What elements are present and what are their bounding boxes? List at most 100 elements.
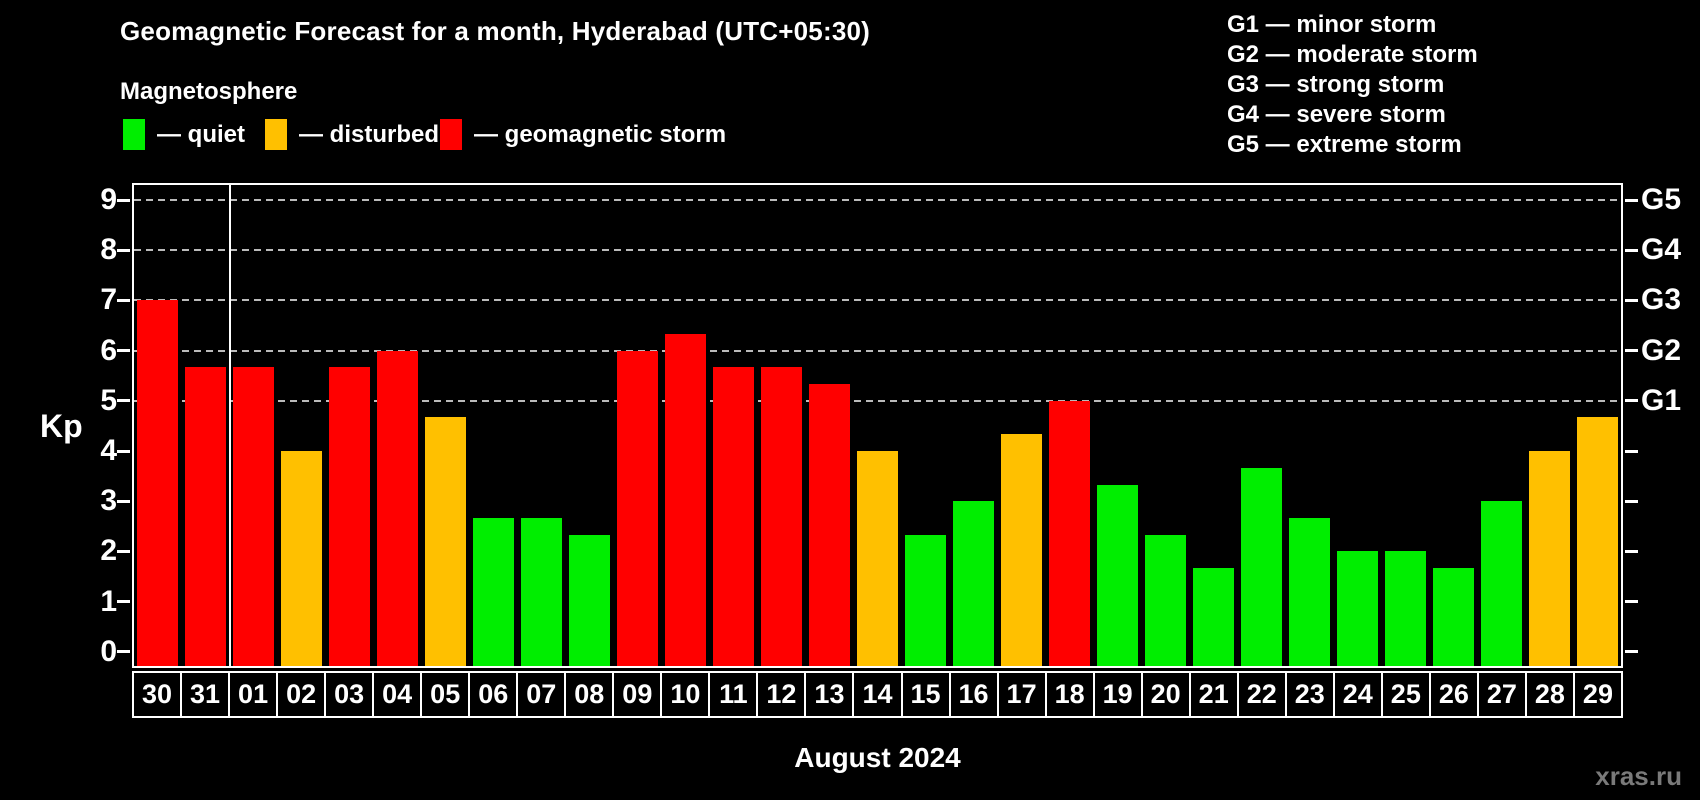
kp-bar-day-30 xyxy=(137,300,179,666)
plot-area xyxy=(117,183,1638,668)
day-label-21: 21 xyxy=(1188,671,1239,718)
day-label-11: 11 xyxy=(708,671,759,718)
kp-bar-day-04 xyxy=(377,350,419,666)
g-axis-label-g2: G2 xyxy=(1641,333,1682,367)
day-label-22: 22 xyxy=(1236,671,1287,718)
day-label-24: 24 xyxy=(1332,671,1383,718)
y-tick-label-7: 7 xyxy=(100,283,117,317)
gridline-kp-9 xyxy=(134,199,1621,201)
legend-item-disturbed: — disturbed xyxy=(265,119,439,150)
kp-bar-day-27 xyxy=(1480,501,1522,666)
kp-bar-day-10 xyxy=(665,334,707,666)
g-legend-line-g4: G4 — severe storm xyxy=(1227,101,1446,128)
day-label-28: 28 xyxy=(1524,671,1575,718)
kp-bar-day-01 xyxy=(233,367,275,666)
y-tick-label-0: 0 xyxy=(100,634,117,668)
day-label-25: 25 xyxy=(1380,671,1431,718)
day-label-15: 15 xyxy=(900,671,951,718)
legend-item-quiet: — quiet xyxy=(123,119,245,150)
day-label-31: 31 xyxy=(180,671,231,718)
kp-bar-day-26 xyxy=(1432,567,1474,666)
kp-bar-day-17 xyxy=(1000,434,1042,666)
day-label-17: 17 xyxy=(996,671,1047,718)
kp-bar-day-25 xyxy=(1384,551,1426,666)
kp-bar-day-06 xyxy=(473,517,515,666)
kp-bar-day-29 xyxy=(1576,417,1618,666)
y-tick-label-4: 4 xyxy=(100,434,117,467)
legend-item-storm: — geomagnetic storm xyxy=(440,119,726,150)
day-label-18: 18 xyxy=(1044,671,1095,718)
y-tick-label-8: 8 xyxy=(100,233,117,267)
g-scale-legend: G1 — minor storm G2 — moderate storm G3 — … xyxy=(1227,10,1478,160)
kp-bar-day-13 xyxy=(809,384,851,666)
right-axis-tick-kp-9 xyxy=(1625,198,1638,202)
kp-bar-day-18 xyxy=(1048,400,1090,666)
gridline-kp-8 xyxy=(134,249,1621,252)
day-label-05: 05 xyxy=(420,671,471,718)
day-label-03: 03 xyxy=(324,671,375,718)
day-label-29: 29 xyxy=(1572,671,1623,718)
right-axis-tick-kp-7 xyxy=(1625,298,1638,302)
right-axis-tick-kp-8 xyxy=(1625,248,1638,252)
month-separator-line xyxy=(228,185,231,666)
left-axis-tick-kp-0 xyxy=(117,650,130,654)
left-axis-tick-kp-9 xyxy=(117,198,130,202)
gridline-kp-6 xyxy=(134,349,1621,352)
right-axis-tick-kp-2 xyxy=(1625,549,1638,553)
day-label-13: 13 xyxy=(804,671,855,718)
day-label-26: 26 xyxy=(1428,671,1479,718)
kp-bar-day-28 xyxy=(1528,451,1570,666)
kp-bar-day-19 xyxy=(1096,484,1138,666)
g-axis-label-g5: G5 xyxy=(1641,183,1682,216)
kp-bar-day-03 xyxy=(329,367,371,666)
kp-bar-day-05 xyxy=(425,417,467,666)
g-legend-line-g3: G3 — strong storm xyxy=(1227,71,1445,98)
left-axis-tick-kp-8 xyxy=(117,248,130,252)
g-axis-label-g3: G3 xyxy=(1641,283,1682,317)
legend-label-quiet: — quiet xyxy=(157,120,245,148)
g-legend-line-g1: G1 — minor storm xyxy=(1227,11,1437,38)
day-label-12: 12 xyxy=(756,671,807,718)
x-axis-day-labels: 30 31 01 02 03 04 05 06 07 08 09 10 11 12 13 14 15 16 17 18… xyxy=(132,671,1623,718)
legend-label-disturbed: — disturbed xyxy=(299,120,440,148)
kp-bar-day-08 xyxy=(569,534,611,666)
day-label-27: 27 xyxy=(1476,671,1527,718)
day-label-14: 14 xyxy=(852,671,903,718)
kp-bar-day-16 xyxy=(952,501,994,666)
g-axis-label-g4: G4 xyxy=(1641,233,1682,267)
day-label-23: 23 xyxy=(1284,671,1335,718)
right-axis-tick-kp-5 xyxy=(1625,399,1638,403)
kp-bar-day-22 xyxy=(1240,467,1282,666)
day-label-20: 20 xyxy=(1140,671,1191,718)
right-axis-tick-kp-3 xyxy=(1625,499,1638,503)
day-label-19: 19 xyxy=(1092,671,1143,718)
y-tick-label-9: 9 xyxy=(100,183,117,216)
gridline-kp-7 xyxy=(134,299,1621,302)
kp-state-legend: — quiet — disturbed — geomagnetic storm xyxy=(0,119,1100,155)
kp-bar-day-09 xyxy=(617,350,659,666)
day-label-16: 16 xyxy=(948,671,999,718)
y-tick-label-5: 5 xyxy=(100,383,117,417)
left-axis-tick-kp-2 xyxy=(117,549,130,553)
legend-label-storm: — geomagnetic storm xyxy=(474,120,727,148)
y-tick-label-2: 2 xyxy=(100,534,117,568)
day-label-07: 07 xyxy=(516,671,567,718)
left-axis-tick-kp-3 xyxy=(117,499,130,503)
day-label-06: 06 xyxy=(468,671,519,718)
left-axis-tick-kp-1 xyxy=(117,600,130,604)
kp-bar-day-21 xyxy=(1192,567,1234,666)
kp-bar-day-15 xyxy=(904,534,946,666)
kp-bar-day-11 xyxy=(713,367,755,666)
kp-bar-day-12 xyxy=(761,367,803,666)
left-axis-tick-kp-6 xyxy=(117,349,130,353)
kp-bar-day-20 xyxy=(1144,534,1186,666)
kp-bar-day-24 xyxy=(1336,551,1378,666)
day-label-10: 10 xyxy=(660,671,711,718)
day-label-02: 02 xyxy=(276,671,327,718)
right-axis-tick-kp-1 xyxy=(1625,600,1638,604)
x-axis-label: August 2024 xyxy=(794,742,961,773)
day-label-30: 30 xyxy=(132,671,183,718)
right-axis-tick-kp-0 xyxy=(1625,650,1638,654)
right-axis-tick-kp-6 xyxy=(1625,349,1638,353)
kp-bar-day-02 xyxy=(281,451,323,666)
